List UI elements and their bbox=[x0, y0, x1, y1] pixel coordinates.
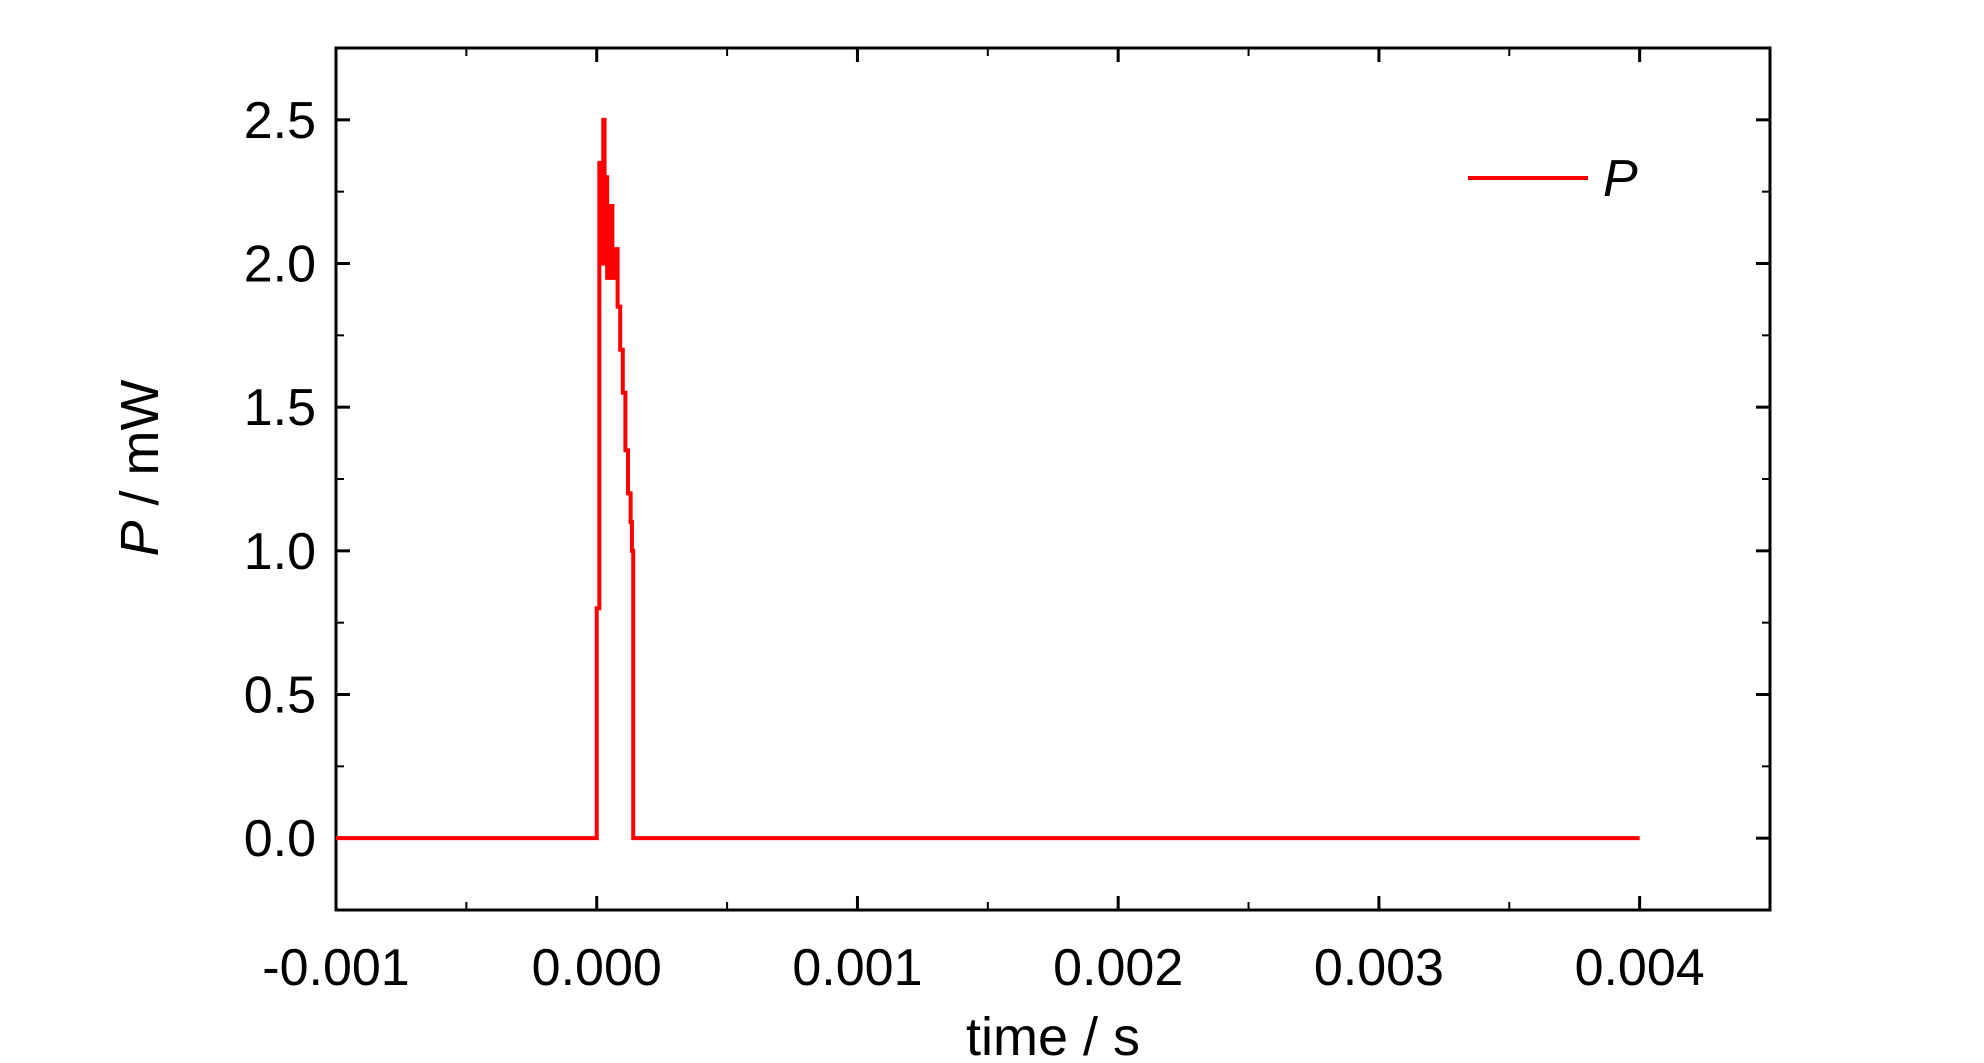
y-axis-ticks: 0.0 0.5 1.0 1.5 2.0 2.5 bbox=[244, 47, 1770, 911]
y-tick-label: 0.5 bbox=[244, 667, 316, 725]
x-tick-label: 0.003 bbox=[1314, 939, 1444, 997]
x-tick-label: -0.001 bbox=[262, 939, 409, 997]
y-tick-label: 1.5 bbox=[244, 379, 316, 437]
y-axis-label-unit: / mW bbox=[110, 379, 170, 520]
x-tick-label: 0.001 bbox=[792, 939, 922, 997]
y-tick-label: 0.0 bbox=[244, 810, 316, 868]
y-axis-label: P / mW bbox=[110, 379, 170, 556]
x-axis-ticks: -0.001 0.000 0.001 0.002 0.003 0.004 bbox=[262, 48, 1705, 997]
x-tick-label: 0.004 bbox=[1575, 939, 1705, 997]
y-tick-label: 2.5 bbox=[244, 92, 316, 150]
series-layer bbox=[336, 117, 1640, 841]
x-tick-label: 0.002 bbox=[1053, 939, 1183, 997]
y-tick-label: 2.0 bbox=[244, 236, 316, 294]
x-axis-label: time / s bbox=[966, 1007, 1140, 1063]
legend-label: P bbox=[1603, 150, 1638, 208]
y-tick-label: 1.0 bbox=[244, 523, 316, 581]
y-axis-label-symbol: P bbox=[110, 520, 170, 556]
series-line-P bbox=[336, 117, 1640, 841]
legend: P bbox=[1468, 150, 1638, 208]
x-tick-label: 0.000 bbox=[532, 939, 662, 997]
